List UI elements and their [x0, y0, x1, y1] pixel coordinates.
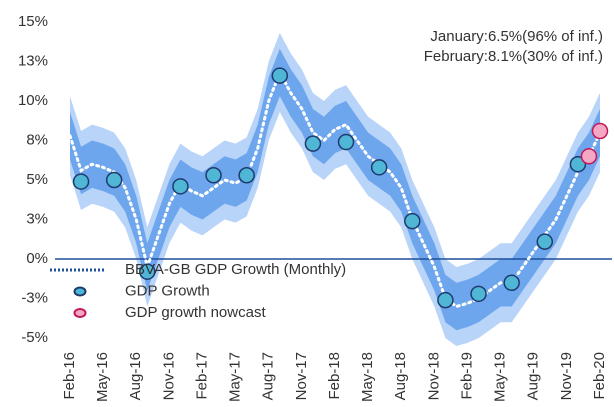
point: [370, 159, 388, 176]
x-tick-label: May-19: [492, 352, 509, 402]
point: [470, 285, 487, 303]
x-tick-label: Nov-18: [425, 352, 442, 400]
x-tick-label: Feb-20: [591, 352, 608, 400]
x-tick-label: Nov-16: [160, 352, 177, 400]
x-tick-label: Feb-18: [326, 352, 343, 400]
legend-marker: [73, 308, 87, 318]
point: [580, 148, 598, 165]
point: [503, 274, 520, 292]
point: [536, 233, 554, 250]
y-tick-label: 10%: [18, 92, 48, 109]
band: [70, 32, 600, 346]
x-tick-label: May-16: [94, 352, 111, 402]
x-tick-label: Feb-16: [61, 352, 78, 400]
point: [337, 133, 355, 151]
x-tick-label: Aug-18: [392, 352, 409, 400]
point: [569, 155, 587, 173]
y-tick-label: 13%: [18, 52, 48, 69]
point: [437, 291, 454, 309]
x-tick-label: Aug-19: [525, 352, 542, 400]
y-tick-label: 8%: [26, 131, 48, 148]
annotation: February:8.1%(30% of inf.): [424, 48, 603, 65]
point: [304, 135, 322, 152]
y-tick-label: 3%: [26, 210, 48, 227]
x-tick-label: Aug-17: [260, 352, 277, 400]
point: [238, 167, 255, 184]
x-tick-label: May-17: [227, 352, 244, 402]
y-tick-label: 15%: [18, 13, 48, 30]
annotation: January:6.5%(96% of inf.): [430, 28, 603, 45]
point: [139, 263, 156, 280]
point: [72, 173, 90, 190]
y-tick-label: 5%: [26, 171, 48, 188]
y-tick-label: 0%: [26, 250, 48, 267]
x-tick-label: Feb-17: [193, 352, 210, 400]
legend-label: GDP Growth: [125, 282, 210, 299]
legend-label: GDP growth nowcast: [125, 304, 266, 321]
x-tick-label: Nov-17: [293, 352, 310, 400]
point: [172, 178, 189, 195]
point: [205, 167, 222, 184]
x-tick-label: Aug-16: [127, 352, 144, 400]
point: [105, 171, 123, 189]
point: [404, 212, 421, 230]
point: [271, 67, 289, 84]
legend-marker: [73, 286, 87, 297]
legend-label: BBVA-GB GDP Growth (Monthly): [125, 261, 346, 278]
y-tick-label: -5%: [21, 329, 48, 346]
x-tick-label: Feb-19: [458, 352, 475, 400]
x-tick-label: May-18: [359, 352, 376, 402]
point: [591, 122, 609, 140]
y-tick-label: -3%: [21, 290, 48, 307]
x-tick-label: Nov-19: [558, 352, 575, 400]
